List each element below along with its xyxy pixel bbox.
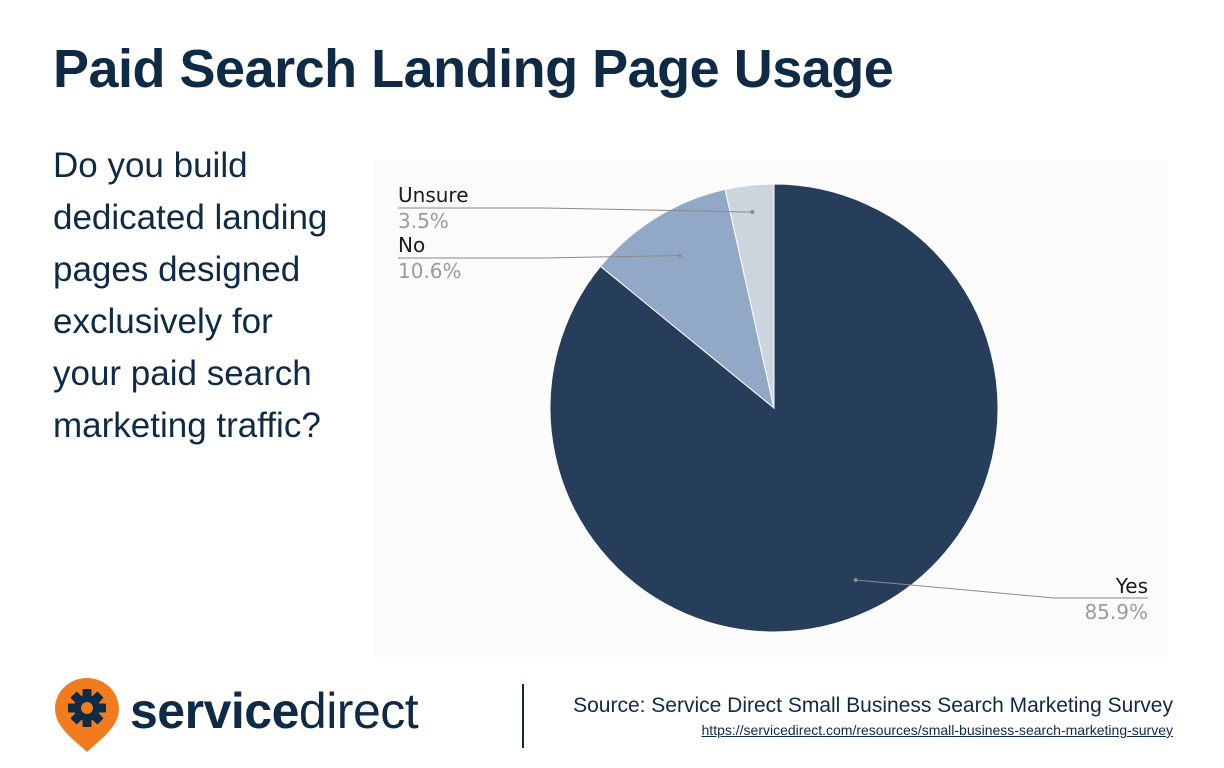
pie-slice-no <box>599 188 775 410</box>
chart-panel: Yes 85.9% No 10.6% Unsure 3.5% <box>374 160 1168 657</box>
brand-logo: servicedirect <box>52 676 482 754</box>
survey-question: Do you build dedicated landing pages des… <box>53 146 328 445</box>
leader-line-yes <box>855 579 1148 599</box>
gear-shape <box>68 689 106 727</box>
gear-pin-icon <box>55 678 119 752</box>
source-link[interactable]: https://servicedirect.com/resources/smal… <box>701 722 1173 738</box>
brand-word-direct: direct <box>298 683 419 739</box>
brand-wordmark: servicedirect <box>130 682 419 740</box>
slice-label-yes: Yes <box>1115 574 1148 598</box>
slice-label-no: No <box>398 233 425 257</box>
brand-word-service: service <box>130 683 299 739</box>
leader-line-unsure <box>398 207 753 213</box>
leader-line-no <box>398 255 680 259</box>
source-text: Source: Service Direct Small Business Se… <box>573 694 1173 717</box>
slice-label-unsure: Unsure <box>398 183 469 207</box>
slice-value-no: 10.6% <box>398 259 462 283</box>
page-title: Paid Search Landing Page Usage <box>53 39 894 99</box>
footer-divider <box>522 684 524 748</box>
slice-value-yes: 85.9% <box>1084 600 1148 624</box>
slice-value-unsure: 3.5% <box>398 209 449 233</box>
pie-slice-unsure <box>724 183 775 409</box>
